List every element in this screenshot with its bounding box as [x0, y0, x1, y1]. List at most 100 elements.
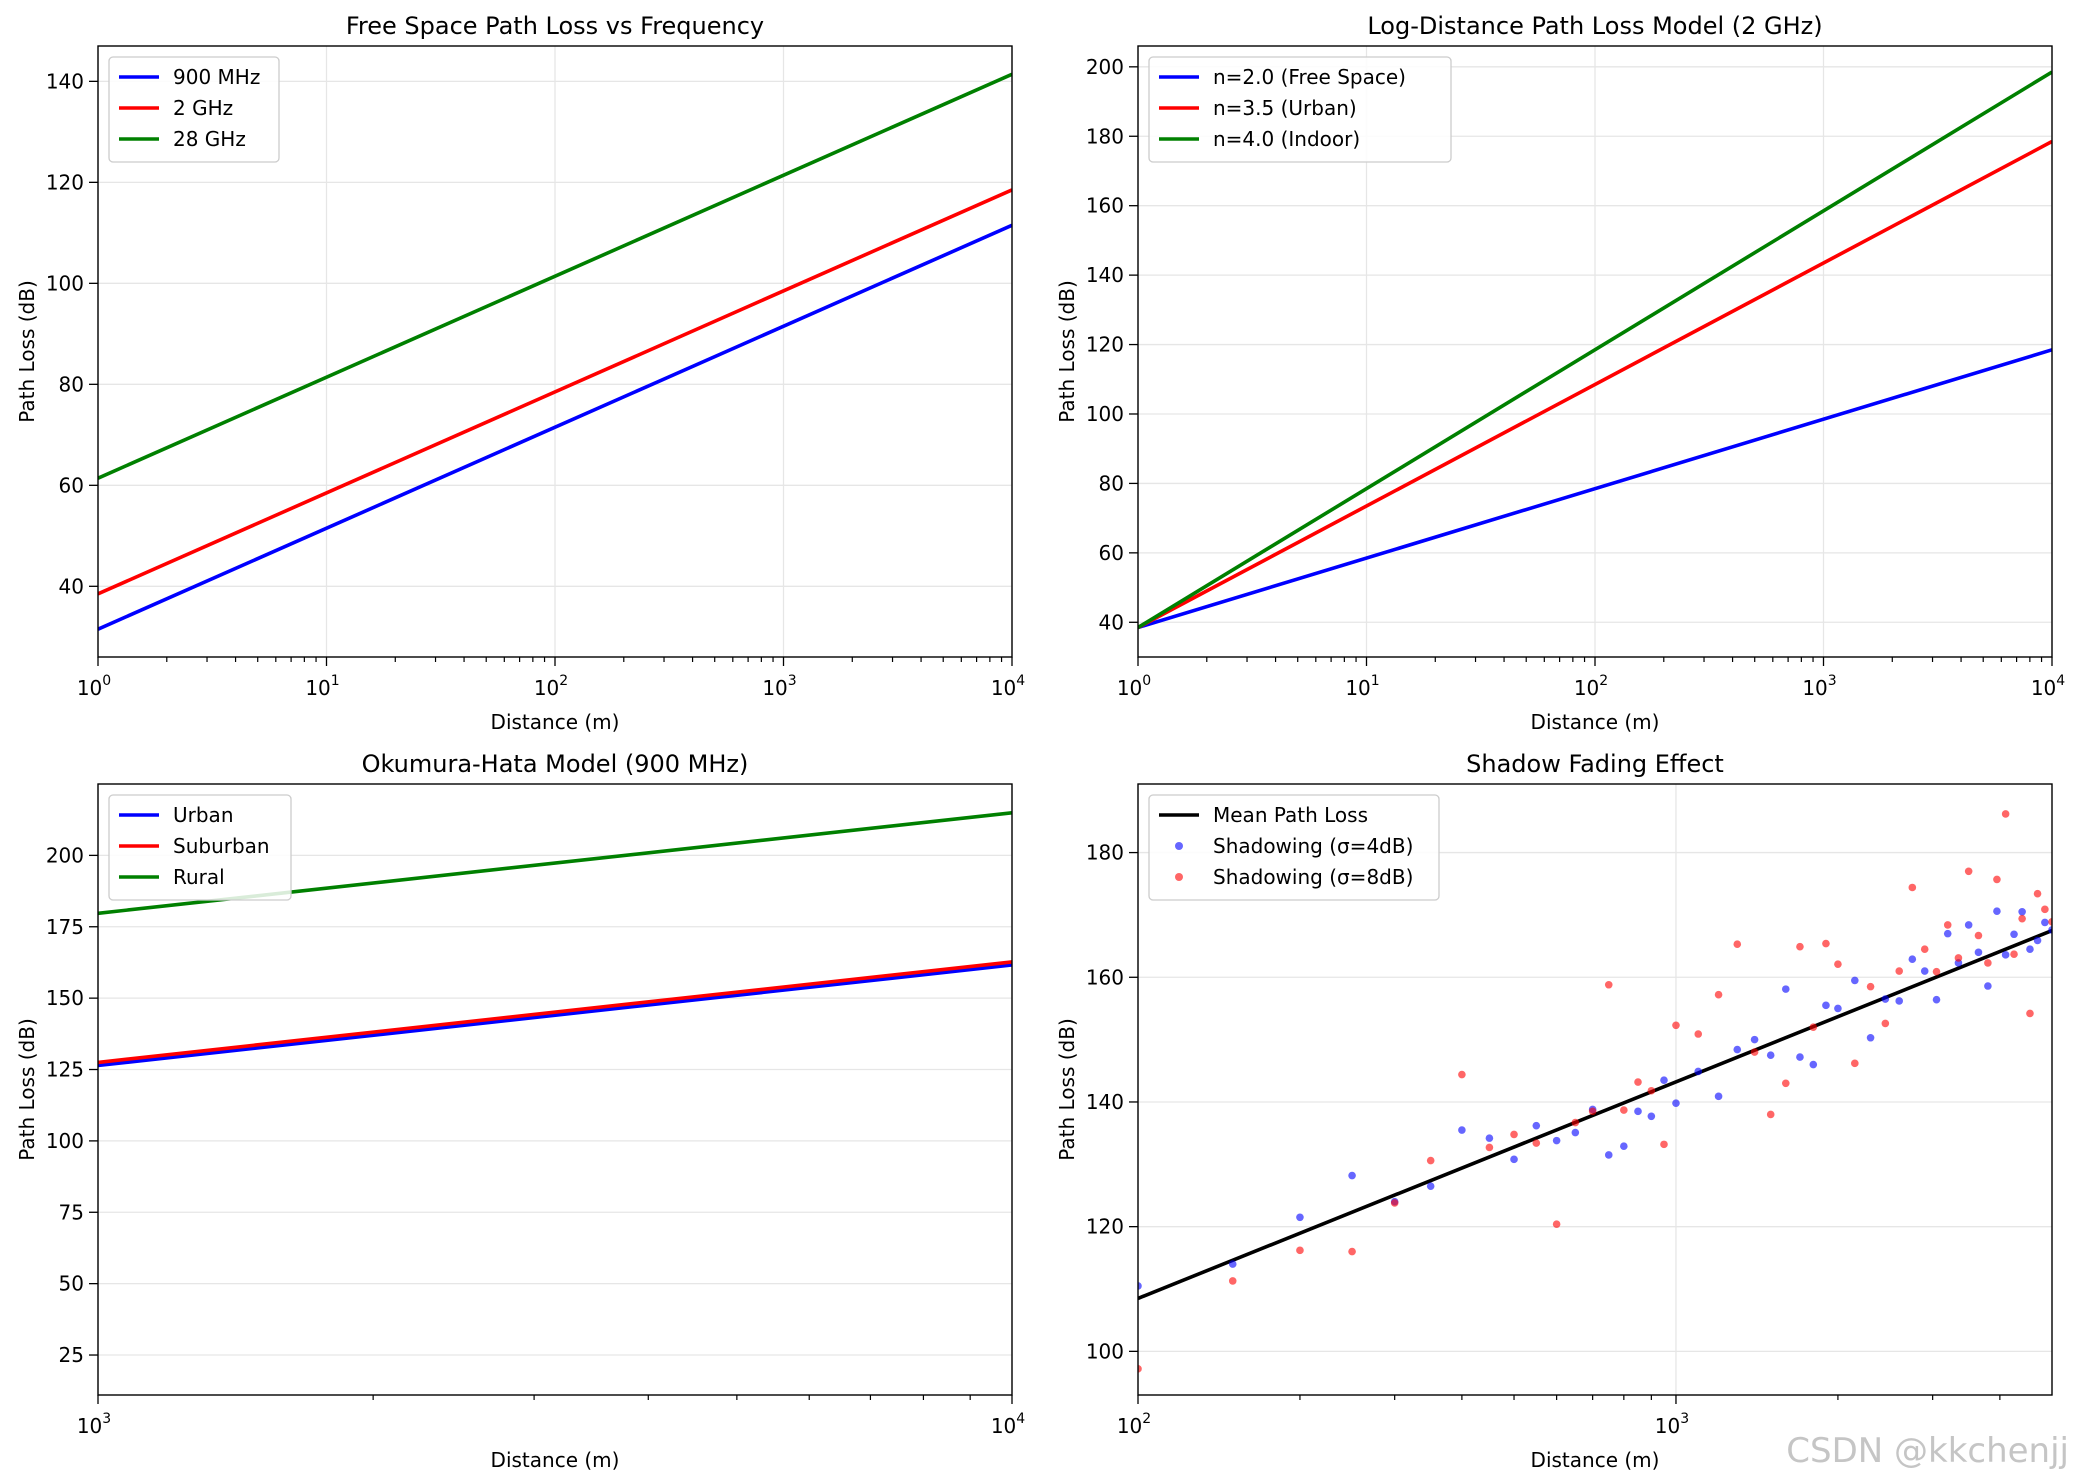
x-tick-label: 100 [1117, 673, 1151, 700]
legend: Urban Suburban Rural [108, 794, 292, 901]
legend-box [1148, 56, 1452, 163]
scatter-point-shadowing-8db [1620, 1106, 1628, 1114]
scatter-point-shadowing-4db [1920, 967, 1929, 975]
scatter-point-shadowing-8db [1851, 1059, 1859, 1068]
scatter-point-shadowing-4db [1228, 1260, 1237, 1268]
scatter-point-shadowing-4db [1750, 1035, 1759, 1044]
scatter-point-shadowing-4db [1781, 985, 1790, 993]
x-tick-exponent: 0 [1142, 673, 1151, 689]
y-tick-label: 40 [1099, 610, 1124, 634]
scatter-point-shadowing-4db [1348, 1171, 1356, 1180]
scatter-point-shadowing-4db [1604, 1151, 1613, 1159]
x-tick-label: 103 [77, 1411, 111, 1438]
scatter-point-shadowing-8db [2041, 905, 2049, 914]
y-axis-label: Path Loss (dB) [1055, 280, 1079, 423]
x-tick-exponent: 0 [102, 673, 111, 689]
scatter-point-shadowing-4db [1809, 1060, 1818, 1069]
scatter-point-shadowing-8db [1809, 1023, 1818, 1031]
scatter-point-shadowing-4db [1634, 1107, 1642, 1116]
x-tick-exponent: 3 [788, 673, 797, 689]
scatter-point-shadowing-4db [1964, 921, 1973, 929]
legend-label: n=2.0 (Free Space) [1213, 65, 1406, 89]
scatter-point-shadowing-8db [1426, 1156, 1435, 1165]
scatter-point-shadowing-8db [1834, 960, 1842, 968]
x-tick-exponent: 3 [102, 1411, 111, 1427]
x-tick-exponent: 2 [1599, 673, 1608, 689]
scatter-point-shadowing-4db [1993, 907, 2001, 915]
scatter-point-shadowing-4db [1822, 1001, 1830, 1010]
y-tick-label: 75 [59, 1200, 84, 1224]
scatter-point-shadowing-8db [1694, 1030, 1703, 1038]
legend: 900 MHz 2 GHz 28 GHz [108, 56, 280, 163]
scatter-point-shadowing-4db [2048, 926, 2052, 934]
scatter-point-shadowing-8db [1920, 945, 1929, 954]
scatter-point-shadowing-4db [1932, 995, 1941, 1004]
x-tick-exponent: 1 [1371, 673, 1380, 689]
x-tick-label: 103 [1655, 1411, 1689, 1438]
scatter-point-shadowing-8db [2048, 917, 2052, 926]
series-line-900-mhz [98, 223, 1012, 631]
legend-marker-shadowing-8db [1175, 873, 1183, 881]
x-tick-label: 102 [1117, 1411, 1151, 1438]
scatter-point-shadowing-8db [1733, 940, 1742, 949]
chart-title: Log-Distance Path Loss Model (2 GHz) [1367, 12, 1822, 40]
scatter-point-shadowing-8db [1485, 1143, 1494, 1152]
scatter-point-shadowing-8db [1993, 875, 2001, 884]
scatter-point-shadowing-4db [1943, 929, 1952, 938]
scatter-point-shadowing-8db [1390, 1199, 1399, 1207]
scatter-point-shadowing-4db [1458, 1126, 1466, 1134]
y-tick-label: 150 [46, 986, 84, 1010]
scatter-point-shadowing-4db [1908, 955, 1917, 963]
scatter-point-shadowing-8db [1510, 1130, 1518, 1139]
plot-area [1138, 70, 2052, 630]
scatter-point-shadowing-8db [1571, 1118, 1580, 1127]
scatter-point-shadowing-8db [1634, 1078, 1642, 1086]
scatter-point-shadowing-4db [1714, 1092, 1723, 1101]
y-tick-label: 100 [1086, 1339, 1124, 1363]
scatter-point-shadowing-8db [1604, 980, 1613, 989]
x-tick-label: 104 [2031, 673, 2065, 700]
legend: n=2.0 (Free Space) n=3.5 (Urban) n=4.0 (In… [1148, 56, 1452, 163]
scatter-point-shadowing-8db [2018, 914, 2026, 923]
x-tick-exponent: 1 [331, 673, 340, 689]
y-tick-label: 60 [59, 473, 84, 497]
x-axis-label: Distance (m) [1531, 1448, 1660, 1472]
x-tick-exponent: 4 [2056, 673, 2065, 689]
y-tick-label: 120 [46, 170, 84, 194]
scatter-point-shadowing-4db [1881, 995, 1890, 1003]
scatter-point-shadowing-8db [1822, 939, 1830, 948]
scatter-point-shadowing-4db [1660, 1076, 1668, 1084]
scatter-point-shadowing-4db [1895, 997, 1904, 1005]
scatter-point-shadowing-4db [2033, 936, 2042, 945]
legend-label: 900 MHz [173, 65, 260, 89]
y-tick-label: 60 [1099, 541, 1124, 565]
scatter-point-shadowing-4db [1866, 1033, 1875, 1042]
scatter-point-shadowing-8db [1228, 1277, 1237, 1285]
legend-label: n=3.5 (Urban) [1213, 96, 1357, 120]
y-tick-label: 100 [46, 1129, 84, 1153]
x-tick-label: 102 [1574, 673, 1608, 700]
y-tick-label: 180 [1086, 124, 1124, 148]
scatter-point-shadowing-4db [2041, 918, 2049, 927]
y-tick-label: 120 [1086, 1215, 1124, 1239]
y-tick-label: 125 [46, 1058, 84, 1082]
axes-frame [1137, 45, 2053, 658]
chart-title: Okumura-Hata Model (900 MHz) [362, 750, 749, 778]
series-line-2-ghz [98, 188, 1012, 596]
legend-label: Rural [173, 865, 225, 889]
series-line-28-ghz [98, 72, 1012, 480]
scatter-point-shadowing-8db [1660, 1140, 1668, 1149]
scatter-point-shadowing-4db [2026, 945, 2034, 954]
x-tick-exponent: 4 [1016, 673, 1025, 689]
y-tick-label: 120 [1086, 333, 1124, 357]
y-axis-label: Path Loss (dB) [1055, 1018, 1079, 1161]
scatter-point-shadowing-8db [1647, 1086, 1656, 1095]
chart-title: Free Space Path Loss vs Frequency [346, 12, 764, 40]
y-tick-label: 100 [46, 271, 84, 295]
scatter-point-shadowing-8db [2026, 1009, 2034, 1018]
chart-title: Shadow Fading Effect [1466, 750, 1724, 778]
scatter-point-shadowing-4db [2010, 930, 2018, 939]
scatter-point-shadowing-8db [1348, 1247, 1356, 1256]
series-line-mean-path-loss [1138, 928, 2052, 1301]
